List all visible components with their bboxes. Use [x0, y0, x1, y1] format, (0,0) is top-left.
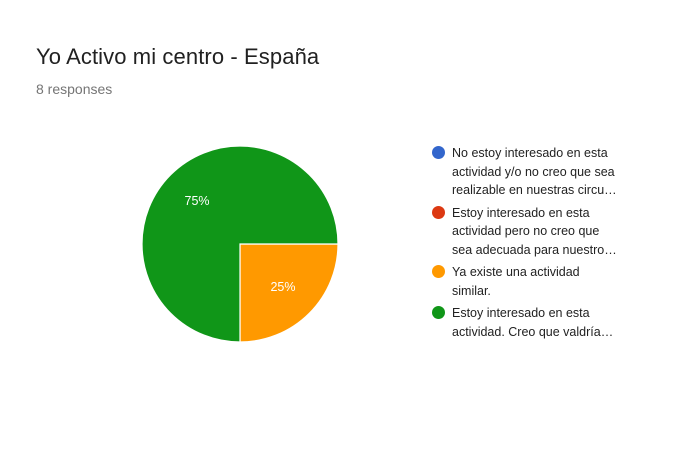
legend-item[interactable]: Ya existe una actividad similar. — [432, 263, 642, 300]
legend-swatch-icon — [432, 146, 445, 159]
legend-swatch-icon — [432, 265, 445, 278]
legend-item[interactable]: Estoy interesado en esta actividad. Creo … — [432, 304, 642, 341]
legend-label: No estoy interesado en esta actividad y/o… — [452, 144, 634, 200]
legend-label: Estoy interesado en esta actividad. Creo … — [452, 304, 634, 341]
legend-label-line: realizable en nuestras circu… — [452, 183, 617, 197]
pie-chart: 25% 75% — [141, 145, 339, 343]
chart-title: Yo Activo mi centro - España — [36, 44, 320, 69]
pie-slice-label: 25% — [270, 280, 295, 294]
legend-label-line: Ya existe una actividad — [452, 265, 580, 279]
legend-swatch-icon — [432, 306, 445, 319]
pie-slice[interactable] — [141, 145, 339, 343]
legend-label-line: Estoy interesado en esta — [452, 205, 590, 220]
legend-label-line: Estoy interesado en esta — [452, 306, 590, 320]
legend-label: Ya existe una actividad similar. — [452, 263, 634, 300]
response-count: 8 responses — [36, 81, 113, 97]
pie-slice[interactable] — [239, 243, 339, 343]
pie-slice-label: 75% — [185, 194, 210, 208]
legend-label-line: No estoy interesado en esta — [452, 146, 608, 160]
legend-item[interactable]: No estoy interesado en esta actividad y/o… — [432, 144, 642, 200]
legend-label-line: similar. — [452, 283, 491, 298]
legend-item[interactable]: Estoy interesado en esta actividad pero n… — [432, 204, 642, 260]
legend-label-line: actividad y/o no creo que sea — [452, 164, 615, 179]
legend-label-line: actividad. Creo que valdría… — [452, 324, 614, 339]
legend-label-line: sea adecuada para nuestro… — [452, 242, 617, 257]
legend-swatch-icon — [432, 205, 445, 219]
chart-legend: No estoy interesado en esta actividad y/o… — [432, 144, 642, 345]
legend-label-line: actividad pero no creo que — [452, 224, 600, 238]
legend-label: Estoy interesado en esta actividad pero n… — [452, 204, 634, 260]
